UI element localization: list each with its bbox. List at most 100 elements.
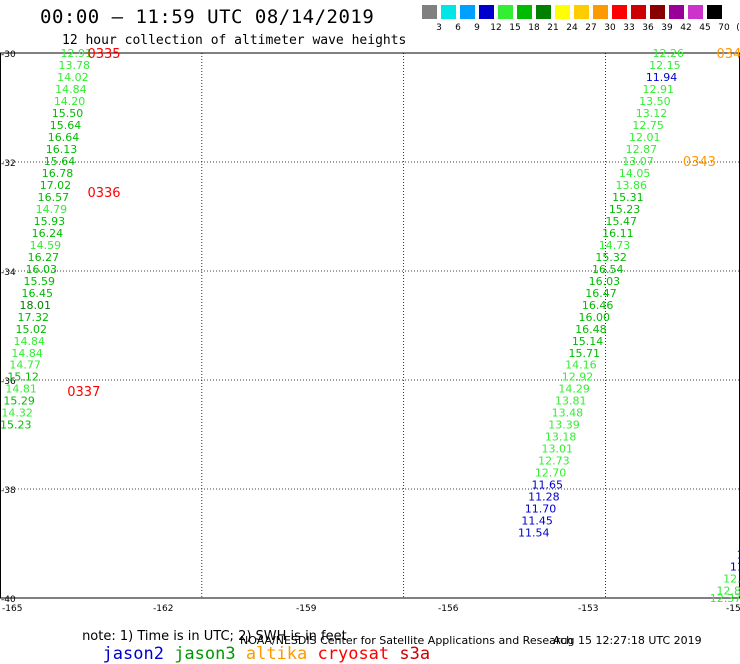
wave-height-value: 13.18: [545, 431, 577, 444]
wave-height-value: 13.48: [552, 407, 584, 420]
wave-height-value: 17.02: [40, 179, 72, 192]
wave-height-plot: -30 -32 -34 -36 -38 -40-165 -162 -159 -156 -153 -1…: [0, 47, 740, 614]
generation-timestamp: Aug 15 12:27:18 UTC 2019: [553, 634, 702, 647]
scale-swatch: [612, 5, 627, 19]
scale-label: 9: [474, 23, 480, 33]
wave-height-value: 11.28: [528, 491, 560, 504]
wave-height-value: 16.54: [592, 263, 624, 276]
scale-swatch: [479, 5, 494, 19]
wave-height-value: 13.78: [59, 59, 90, 72]
chart-title: 00:00 – 11:59 UTC 08/14/2019: [40, 6, 375, 28]
chart-subtitle: 12 hour collection of altimeter wave hei…: [62, 33, 407, 48]
wave-height-value: 13.07: [622, 155, 654, 168]
wave-height-value: 16.11: [602, 227, 634, 240]
y-tick-label: -36: [1, 377, 16, 387]
wave-height-value: 12.87: [626, 143, 658, 156]
scale-label: 39: [661, 23, 673, 33]
wave-height-value: 15.14: [572, 335, 604, 348]
wave-height-value: 13.50: [639, 95, 671, 108]
scale-swatch: [593, 5, 608, 19]
wave-height-value: 13.01: [542, 443, 574, 456]
scale-label: 33: [623, 23, 635, 33]
pass-time-label: 0335: [87, 47, 120, 62]
scale-swatch: [688, 5, 703, 19]
wave-height-value: 16.57: [38, 191, 70, 204]
wave-height-value: 14.20: [54, 95, 85, 108]
wave-height-value: 12.15: [649, 59, 681, 72]
pass-time-label: 0342: [716, 47, 740, 62]
wave-height-value: 12.20: [723, 572, 740, 585]
x-tick-label: -162: [153, 604, 173, 614]
credit-text: NOAA/NESDIS Center for Satellite Applica…: [240, 634, 574, 647]
scale-swatch: [422, 5, 437, 19]
x-tick-label: -156: [438, 604, 459, 614]
scale-label: 42: [680, 23, 692, 33]
wave-height-value: 14.02: [57, 71, 89, 84]
legend-item-s3a: s3a: [389, 644, 431, 664]
wave-height-value: 11.70: [525, 503, 557, 516]
wave-height-value: 13.39: [548, 419, 580, 432]
wave-height-value: 16.46: [582, 299, 614, 312]
y-tick-label: -38: [1, 486, 16, 496]
pass-time-label: 0336: [87, 186, 120, 201]
wave-height-value: 15.64: [44, 155, 76, 168]
wave-height-value: 14.16: [565, 359, 597, 372]
wave-height-value: 12.70: [535, 467, 567, 480]
legend-item-jason2: jason2: [82, 644, 164, 664]
wave-height-value: 16.00: [579, 311, 611, 324]
wave-height-value: 15.23: [0, 419, 32, 432]
wave-height-value: 16.03: [26, 263, 58, 276]
x-tick-label: -165: [2, 604, 22, 614]
wave-height-value: 12.37: [710, 592, 740, 605]
wave-height-value: 16.03: [589, 275, 621, 288]
wave-height-value: 14.32: [1, 407, 33, 420]
wave-height-value: 12.92: [562, 371, 594, 384]
scale-label: 36: [642, 23, 654, 33]
scale-label: 18: [528, 23, 540, 33]
wave-height-value: 12.26: [653, 47, 685, 60]
wave-height-value: 15.02: [15, 323, 46, 336]
wave-height-value: 16.27: [28, 251, 60, 264]
wave-height-value: 15.93: [34, 215, 66, 228]
x-tick-label: -154: [726, 604, 740, 614]
wave-height-value: 15.64: [50, 119, 81, 132]
scale-label: 45: [699, 23, 711, 33]
wave-height-value: 12.86: [716, 584, 740, 597]
wave-height-value: 16.45: [22, 287, 54, 300]
legend-items: jason2 jason3 altika cryosat s3a: [82, 644, 431, 664]
wave-height-value: 15.31: [612, 191, 644, 204]
scale-label: 24: [566, 23, 578, 33]
wave-height-value: 15.59: [24, 275, 56, 288]
scale-swatch: [517, 5, 532, 19]
wave-height-value: 15.29: [3, 395, 35, 408]
scale-swatch: [707, 5, 722, 19]
wave-height-value: 17.32: [17, 311, 49, 324]
scale-label: 15: [509, 23, 521, 33]
wave-height-value: 18.01: [20, 299, 52, 312]
wave-height-value: 16.48: [575, 323, 607, 336]
legend-item-jason3: jason3: [163, 644, 236, 664]
wave-height-value: 14.81: [5, 383, 36, 396]
legend-item-altika: altika: [235, 644, 308, 664]
wave-height-value: 12.73: [538, 455, 570, 468]
y-tick-label: -34: [1, 268, 16, 278]
wave-height-value: 14.73: [599, 239, 631, 252]
wave-height-value: 16.64: [48, 131, 80, 144]
wave-height-value: 14.84: [55, 83, 87, 96]
wave-height-value: 16.13: [46, 143, 78, 156]
wave-height-value: 12.75: [632, 119, 664, 132]
wave-height-value: 13.12: [636, 107, 668, 120]
scale-label: 27: [585, 23, 597, 33]
wave-height-value: 12.91: [642, 83, 674, 96]
wave-height-value: 16.24: [32, 227, 63, 240]
wave-height-value: 11.65: [531, 479, 563, 492]
pass-time-label: 0337: [67, 385, 100, 400]
scale-swatch: [536, 5, 551, 19]
wave-height-value: 14.79: [36, 203, 67, 216]
wave-height-value: 15.23: [609, 203, 641, 216]
scale-swatch: [460, 5, 475, 19]
y-tick-label: -30: [1, 50, 16, 60]
y-tick-label: -40: [1, 595, 16, 605]
wave-height-value: 14.84: [11, 347, 43, 360]
wave-height-value: 14.05: [619, 167, 651, 180]
